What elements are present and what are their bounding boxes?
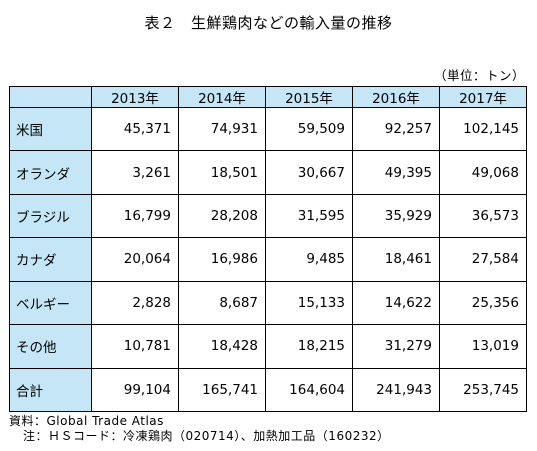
value-cell: 102,145 bbox=[439, 106, 527, 152]
value-cell: 31,595 bbox=[265, 193, 353, 239]
country-label: ベルギー bbox=[9, 280, 92, 326]
value-cell: 18,461 bbox=[352, 237, 440, 282]
year-header: 2017年 bbox=[439, 86, 527, 108]
table-row: その他 10,781 18,428 18,215 31,279 13,019 bbox=[9, 324, 527, 369]
country-label: その他 bbox=[9, 324, 92, 369]
value-cell: 59,509 bbox=[265, 106, 353, 152]
source-note: 資料：Global Trade Atlas bbox=[9, 414, 164, 428]
value-cell: 27,584 bbox=[439, 237, 527, 282]
value-cell: 8,687 bbox=[178, 280, 266, 326]
value-cell: 20,064 bbox=[91, 237, 179, 282]
table-row: ブラジル 16,799 28,208 31,595 35,929 36,573 bbox=[9, 193, 527, 239]
value-cell: 9,485 bbox=[265, 237, 353, 282]
value-cell: 14,622 bbox=[352, 280, 440, 326]
table-row: オランダ 3,261 18,501 30,667 49,395 49,068 bbox=[9, 150, 527, 195]
value-cell: 36,573 bbox=[439, 193, 527, 239]
total-label: 合計 bbox=[9, 367, 92, 413]
import-volume-table: 2013年 2014年 2015年 2016年 2017年 米国 45,371 … bbox=[9, 86, 527, 413]
value-cell: 16,986 bbox=[178, 237, 266, 282]
total-value-cell: 241,943 bbox=[352, 367, 440, 413]
total-value-cell: 253,745 bbox=[439, 367, 527, 413]
value-cell: 18,215 bbox=[265, 324, 353, 369]
value-cell: 92,257 bbox=[352, 106, 440, 152]
value-cell: 49,395 bbox=[352, 150, 440, 195]
table-row: カナダ 20,064 16,986 9,485 18,461 27,584 bbox=[9, 237, 527, 282]
country-label: オランダ bbox=[9, 150, 92, 195]
year-header: 2015年 bbox=[265, 86, 353, 108]
value-cell: 31,279 bbox=[352, 324, 440, 369]
corner-cell bbox=[9, 86, 92, 108]
table-title: 表２ 生鮮鶏肉などの輸入量の推移 bbox=[144, 14, 393, 32]
header-row: 2013年 2014年 2015年 2016年 2017年 bbox=[9, 86, 527, 108]
value-cell: 2,828 bbox=[91, 280, 179, 326]
country-label: 米国 bbox=[9, 106, 92, 152]
value-cell: 74,931 bbox=[178, 106, 266, 152]
country-label: カナダ bbox=[9, 237, 92, 282]
total-row: 合計 99,104 165,741 164,604 241,943 253,74… bbox=[9, 367, 527, 413]
table-row: 米国 45,371 74,931 59,509 92,257 102,145 bbox=[9, 106, 527, 152]
value-cell: 10,781 bbox=[91, 324, 179, 369]
total-value-cell: 165,741 bbox=[178, 367, 266, 413]
value-cell: 3,261 bbox=[91, 150, 179, 195]
value-cell: 18,501 bbox=[178, 150, 266, 195]
value-cell: 15,133 bbox=[265, 280, 353, 326]
table-row: ベルギー 2,828 8,687 15,133 14,622 25,356 bbox=[9, 280, 527, 326]
unit-label: （単位：トン） bbox=[433, 68, 525, 83]
year-header: 2013年 bbox=[91, 86, 179, 108]
value-cell: 49,068 bbox=[439, 150, 527, 195]
year-header: 2016年 bbox=[352, 86, 440, 108]
value-cell: 45,371 bbox=[91, 106, 179, 152]
value-cell: 13,019 bbox=[439, 324, 527, 369]
footnotes: 資料：Global Trade Atlas 注：ＨＳコード：冷凍鶏肉（02071… bbox=[9, 414, 390, 444]
value-cell: 18,428 bbox=[178, 324, 266, 369]
year-header: 2014年 bbox=[178, 86, 266, 108]
value-cell: 35,929 bbox=[352, 193, 440, 239]
value-cell: 25,356 bbox=[439, 280, 527, 326]
total-value-cell: 164,604 bbox=[265, 367, 353, 413]
value-cell: 16,799 bbox=[91, 193, 179, 239]
value-cell: 30,667 bbox=[265, 150, 353, 195]
country-label: ブラジル bbox=[9, 193, 92, 239]
value-cell: 28,208 bbox=[178, 193, 266, 239]
total-value-cell: 99,104 bbox=[91, 367, 179, 413]
hs-code-note: 注：ＨＳコード：冷凍鶏肉（020714）、加熱加工品（160232） bbox=[23, 429, 390, 443]
